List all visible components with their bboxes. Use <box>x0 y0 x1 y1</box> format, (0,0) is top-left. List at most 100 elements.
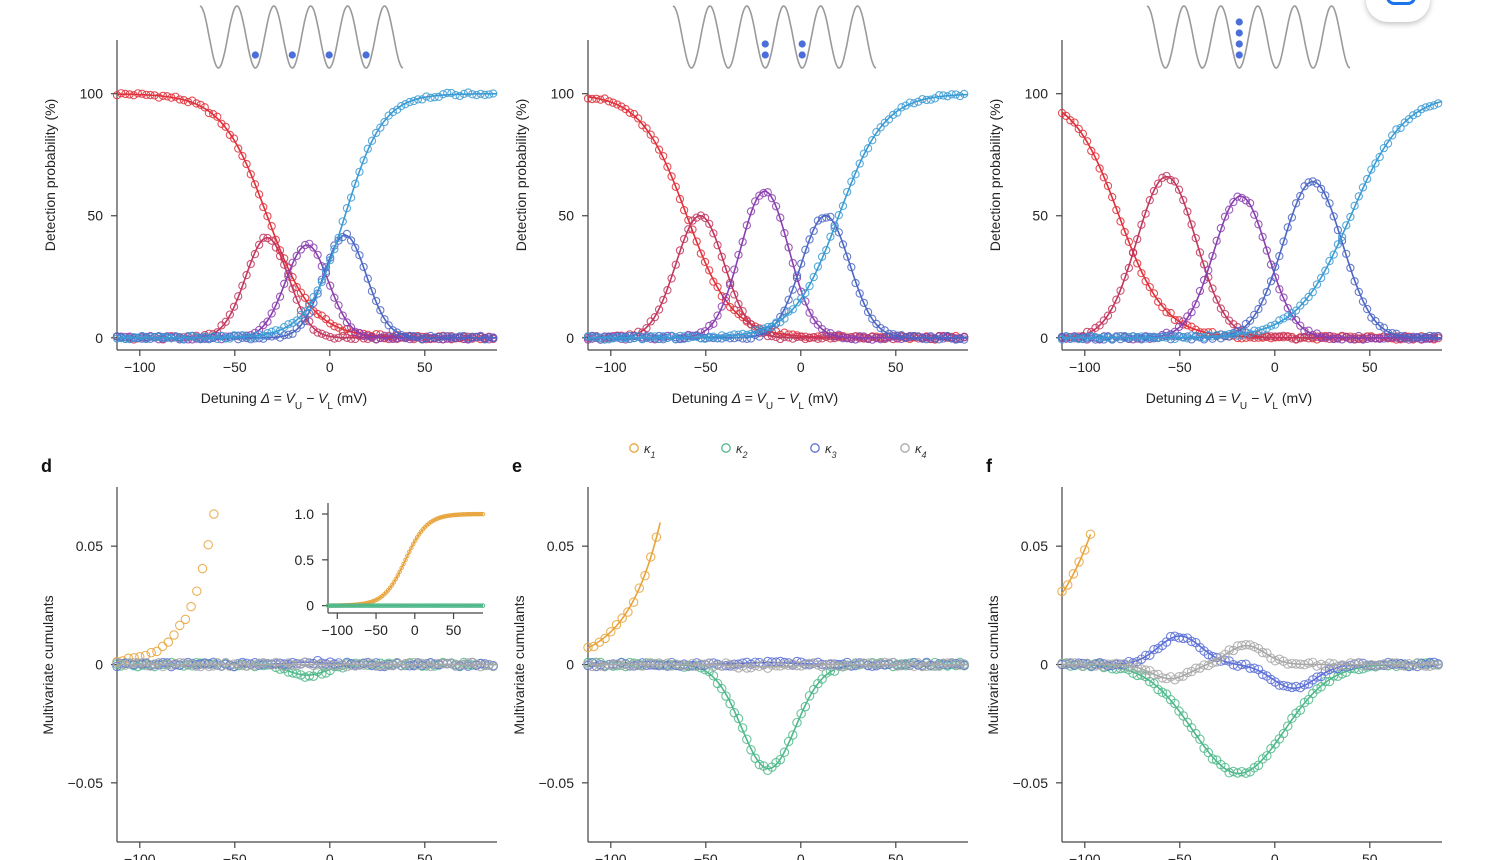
data-point <box>234 331 243 340</box>
y-tick-label: 50 <box>558 208 574 224</box>
data-point <box>1262 246 1271 255</box>
data-point <box>292 295 301 304</box>
data-point <box>1078 334 1088 343</box>
data-point <box>838 334 848 343</box>
x-tick-label: 50 <box>446 622 462 638</box>
data-point <box>717 334 726 343</box>
data-point <box>334 333 343 342</box>
data-point <box>397 101 406 111</box>
data-point <box>129 333 138 342</box>
data-point <box>346 334 356 343</box>
y-tick-label: 0 <box>95 330 103 346</box>
data-point <box>737 723 748 733</box>
data-point <box>654 334 664 344</box>
data-point <box>250 660 260 670</box>
data-point <box>1199 260 1209 269</box>
data-point <box>1262 324 1271 333</box>
data-point <box>1207 754 1218 764</box>
data-point <box>1225 330 1234 339</box>
data-point <box>742 221 751 230</box>
data-point <box>1375 152 1384 162</box>
data-point <box>234 144 243 153</box>
data-point <box>1342 221 1351 230</box>
data-point <box>1317 184 1326 194</box>
data-point <box>125 90 134 99</box>
data-point <box>918 334 927 343</box>
data-point <box>117 333 126 343</box>
data-point <box>708 671 719 681</box>
data-point <box>1375 321 1384 331</box>
data-point <box>1396 334 1405 343</box>
data-point <box>288 284 297 293</box>
fit-line <box>588 663 968 770</box>
data-point <box>288 318 297 328</box>
data-point <box>847 177 856 186</box>
data-point <box>346 328 356 337</box>
panel-e: −0.05 0 0.05 −100 −50 0 50 Multivariate cumulan… <box>511 456 969 860</box>
data-point <box>1108 335 1117 344</box>
data-point <box>1262 287 1271 297</box>
x-axis-label-part: Δ = V <box>731 390 768 406</box>
data-point <box>692 213 701 222</box>
inset-data-point <box>405 553 410 559</box>
data-point <box>1333 225 1343 235</box>
data-point <box>292 251 301 261</box>
data-point <box>149 659 160 669</box>
data-point <box>1170 315 1180 325</box>
data-point <box>1179 320 1188 329</box>
data-point <box>717 302 726 311</box>
inset-data-point <box>409 545 414 551</box>
data-point <box>1237 193 1246 202</box>
data-point <box>401 332 410 341</box>
data-point <box>280 260 289 269</box>
data-point <box>1354 334 1363 344</box>
data-point <box>650 136 660 145</box>
data-point <box>1074 124 1083 134</box>
data-point <box>771 202 781 211</box>
data-point <box>200 332 209 341</box>
data-point <box>1275 332 1284 341</box>
data-point <box>755 191 764 200</box>
data-point <box>1383 139 1393 148</box>
expand-button[interactable] <box>1366 0 1430 22</box>
data-point <box>125 332 134 341</box>
x-tick-label: 0 <box>797 359 805 375</box>
data-point <box>629 334 639 343</box>
data-point <box>1287 334 1297 343</box>
inset-data-point <box>480 603 486 608</box>
data-point <box>876 323 885 333</box>
data-point <box>1128 248 1138 257</box>
x-axis-label-part: U <box>766 401 773 412</box>
data-point <box>947 90 956 99</box>
data-point <box>1216 224 1225 233</box>
data-point <box>163 637 174 647</box>
data-point <box>158 91 168 101</box>
data-point <box>859 334 869 343</box>
data-point <box>417 335 427 344</box>
data-point <box>1178 633 1188 644</box>
x-axis-label-part: L <box>327 401 333 412</box>
data-point <box>1271 332 1280 341</box>
data-point <box>721 265 731 274</box>
data-point <box>1417 104 1426 114</box>
series-κ4 <box>583 657 969 673</box>
data-point <box>133 333 143 342</box>
data-point <box>137 334 147 343</box>
data-point <box>759 188 768 198</box>
data-point <box>300 657 310 668</box>
fit-line <box>117 236 497 339</box>
data-point <box>346 323 356 332</box>
data-point <box>1396 123 1405 133</box>
data-point <box>154 335 163 344</box>
data-point <box>1358 297 1368 306</box>
x-tick-label: −50 <box>364 622 388 638</box>
data-point <box>158 333 168 343</box>
data-point <box>1434 99 1443 108</box>
data-point <box>776 213 785 222</box>
data-point <box>326 281 335 290</box>
data-point <box>313 309 322 319</box>
data-point <box>918 95 927 104</box>
data-point <box>112 91 122 100</box>
data-point <box>1220 330 1230 340</box>
data-point <box>267 222 276 231</box>
